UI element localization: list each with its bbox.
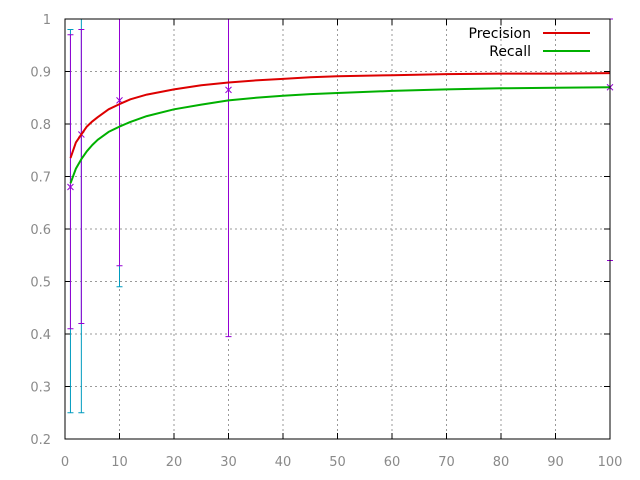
y-tick-label: 0.5 xyxy=(30,276,51,291)
x-tick-label: 10 xyxy=(111,455,128,470)
y-tick-label: 0.2 xyxy=(30,433,51,448)
plot-border xyxy=(64,18,611,440)
x-tick-label: 100 xyxy=(598,455,623,470)
data-point-marker xyxy=(67,183,74,191)
x-tick-label: 60 xyxy=(384,455,401,470)
y-tick-label: 0.7 xyxy=(30,171,51,186)
x-tick-label: 70 xyxy=(438,455,455,470)
grid xyxy=(65,19,610,439)
y-tick-label: 0.6 xyxy=(30,223,51,238)
series-line-precision xyxy=(69,72,611,159)
x-tick-label: 50 xyxy=(329,455,346,470)
y-tick-label: 0.4 xyxy=(30,328,51,343)
x-tick-label: 80 xyxy=(493,455,510,470)
series-line-recall xyxy=(69,86,611,184)
x-tick-label: 0 xyxy=(61,455,69,470)
error-bars xyxy=(67,18,614,414)
axis-tick-labels: 0 10 20 30 40 50 60 70 80 90 100 0.2 0.3 0.4 0.5 0.6 0.7… xyxy=(30,13,622,470)
y-tick-label: 0.9 xyxy=(30,66,51,81)
y-tick-label: 0.3 xyxy=(30,381,51,396)
x-tick-label: 90 xyxy=(547,455,564,470)
data-point-marker xyxy=(225,86,232,94)
x-tick-label: 20 xyxy=(166,455,183,470)
legend: Precision Recall xyxy=(469,26,590,60)
legend-label-recall: Recall xyxy=(489,44,531,60)
y-tick-label: 1 xyxy=(43,13,51,28)
series-lines xyxy=(69,72,611,184)
x-tick-label: 30 xyxy=(220,455,237,470)
legend-label-precision: Precision xyxy=(469,26,531,42)
y-tick-label: 0.8 xyxy=(30,118,51,133)
data-point-marker xyxy=(116,97,123,104)
x-tick-label: 40 xyxy=(275,455,292,470)
